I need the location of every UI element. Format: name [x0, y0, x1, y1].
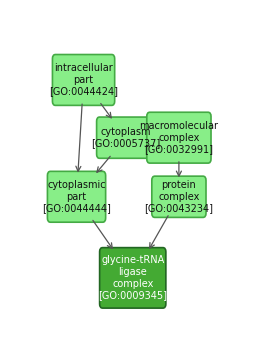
Text: macromolecular
complex
[GO:0032991]: macromolecular complex [GO:0032991] [139, 121, 218, 154]
Text: glycine-tRNA
ligase
complex
[GO:0009345]: glycine-tRNA ligase complex [GO:0009345] [98, 256, 167, 300]
FancyBboxPatch shape [97, 117, 155, 158]
FancyBboxPatch shape [152, 176, 206, 217]
FancyBboxPatch shape [47, 171, 106, 222]
FancyBboxPatch shape [100, 248, 166, 308]
Text: cytoplasm
[GO:0005737]: cytoplasm [GO:0005737] [91, 127, 160, 149]
FancyBboxPatch shape [147, 112, 211, 163]
Text: protein
complex
[GO:0043234]: protein complex [GO:0043234] [145, 180, 213, 213]
Text: cytoplasmic
part
[GO:0044444]: cytoplasmic part [GO:0044444] [42, 180, 111, 213]
Text: intracellular
part
[GO:0044424]: intracellular part [GO:0044424] [49, 63, 118, 96]
FancyBboxPatch shape [52, 55, 115, 105]
